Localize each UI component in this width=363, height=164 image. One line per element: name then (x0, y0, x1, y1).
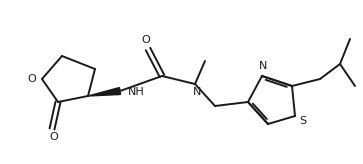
Text: N: N (259, 61, 267, 71)
Polygon shape (88, 88, 121, 96)
Text: O: O (50, 132, 58, 142)
Text: O: O (28, 74, 36, 84)
Text: O: O (142, 35, 150, 45)
Text: S: S (299, 116, 307, 126)
Text: N: N (193, 87, 201, 97)
Text: NH: NH (128, 87, 144, 97)
